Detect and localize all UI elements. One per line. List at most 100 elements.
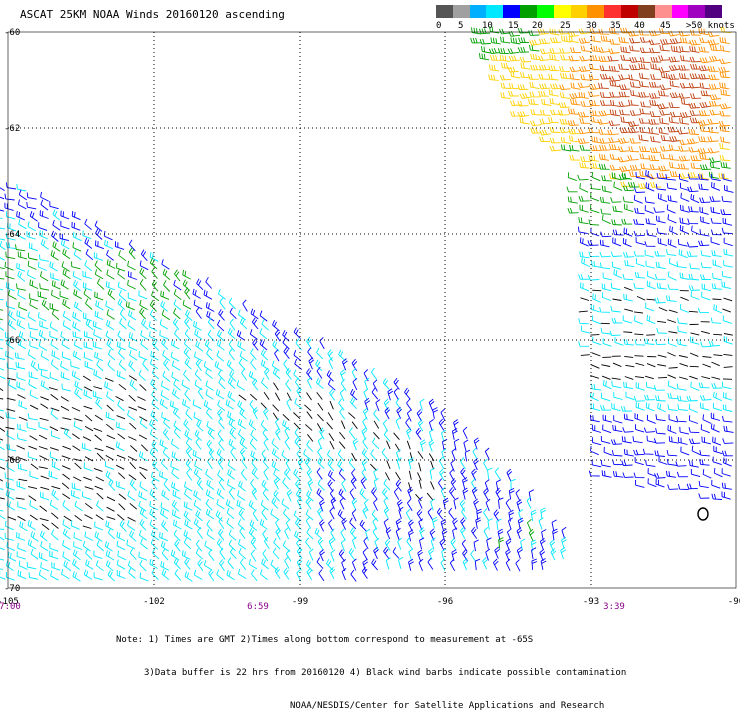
wind-barb xyxy=(39,467,48,469)
wind-barb xyxy=(152,440,158,451)
wind-barb xyxy=(318,438,322,450)
wind-barb xyxy=(710,110,721,115)
wind-barb xyxy=(612,318,623,323)
wind-barb xyxy=(238,569,246,579)
wind-barb xyxy=(350,489,355,501)
wind-barb xyxy=(272,439,279,450)
wind-barb xyxy=(712,182,720,190)
wind-barb xyxy=(117,532,125,541)
wind-barb xyxy=(578,83,589,88)
wind-barb xyxy=(328,380,335,391)
wind-barb xyxy=(17,284,26,291)
wind-barb xyxy=(612,381,621,388)
wind-barb xyxy=(591,184,601,190)
wind-barb xyxy=(600,100,611,105)
wind-barb xyxy=(680,38,690,44)
wind-barb xyxy=(363,549,367,561)
wind-barb xyxy=(227,518,234,529)
wind-barb xyxy=(362,469,367,481)
wind-barb xyxy=(654,207,665,212)
wind-barb xyxy=(560,48,571,53)
wind-barb xyxy=(629,74,639,80)
wind-barb xyxy=(689,311,698,312)
wind-barb xyxy=(204,290,212,299)
wind-barb xyxy=(351,389,358,400)
wind-barb xyxy=(639,63,649,69)
wind-barb xyxy=(624,309,633,311)
wind-barb xyxy=(550,146,561,151)
wind-barb xyxy=(658,193,667,201)
wind-barb xyxy=(713,437,721,445)
wind-barb xyxy=(5,262,13,270)
wind-barb xyxy=(116,465,124,469)
wind-barb xyxy=(681,205,690,212)
wind-barb xyxy=(63,474,70,479)
wind-barb xyxy=(319,569,324,581)
wind-barb xyxy=(152,399,159,409)
wind-barb xyxy=(634,473,645,478)
wind-barb xyxy=(30,500,38,509)
wind-barb xyxy=(108,360,115,371)
wind-barb xyxy=(681,193,689,202)
wind-barb xyxy=(539,91,549,96)
island-outline xyxy=(698,508,708,520)
wind-barb xyxy=(62,494,70,499)
wind-barb xyxy=(6,282,14,291)
wind-barb xyxy=(172,451,180,461)
wind-barb xyxy=(17,532,26,540)
wind-barb xyxy=(352,368,356,380)
wind-barb xyxy=(670,38,681,44)
wind-barb xyxy=(30,211,37,221)
wind-barb xyxy=(591,365,599,369)
wind-barb xyxy=(18,570,26,579)
wind-barb xyxy=(75,515,82,520)
wind-barb xyxy=(128,520,135,530)
wind-barb xyxy=(659,67,670,72)
wind-barb xyxy=(174,421,181,432)
wind-barb xyxy=(656,414,666,420)
wind-barb xyxy=(690,460,699,467)
wind-barb xyxy=(307,337,312,349)
wind-barb xyxy=(0,370,6,379)
wind-barb xyxy=(41,380,49,389)
wind-barb xyxy=(562,537,567,549)
wind-barb xyxy=(472,487,477,499)
wind-barb xyxy=(723,316,732,324)
wind-barb xyxy=(722,228,732,234)
wind-barb xyxy=(452,550,457,561)
wind-barb xyxy=(550,138,561,143)
wind-barb xyxy=(383,420,387,432)
wind-barb xyxy=(670,136,681,141)
wind-barb xyxy=(659,28,669,33)
wind-barb xyxy=(349,427,355,438)
latitude-label: -64 xyxy=(4,230,20,240)
wind-barb xyxy=(528,74,539,79)
wind-barb xyxy=(105,541,112,551)
wind-barb xyxy=(713,334,722,335)
wind-barb xyxy=(518,111,529,117)
wind-barb xyxy=(608,56,619,61)
wind-barb xyxy=(679,93,690,98)
wind-barb xyxy=(700,83,710,89)
wind-barb xyxy=(550,127,560,133)
wind-barb xyxy=(465,450,470,461)
wind-barb xyxy=(95,522,103,531)
wind-barb xyxy=(97,453,103,459)
wind-barb xyxy=(702,364,710,367)
wind-barb xyxy=(331,550,335,562)
wind-barb xyxy=(656,395,666,401)
wind-barb xyxy=(640,146,650,151)
wind-barb xyxy=(164,480,170,491)
wind-barb xyxy=(679,73,689,79)
wind-barb xyxy=(407,537,412,549)
wind-barb xyxy=(129,407,137,410)
wind-barb xyxy=(62,569,70,579)
wind-barb xyxy=(194,500,201,510)
wind-barb xyxy=(713,273,722,280)
wind-barb xyxy=(206,490,214,500)
wind-barb xyxy=(20,521,28,531)
wind-barb xyxy=(141,250,147,261)
wind-barb xyxy=(251,309,258,319)
wind-barb xyxy=(95,435,102,441)
wind-barb xyxy=(699,47,709,53)
